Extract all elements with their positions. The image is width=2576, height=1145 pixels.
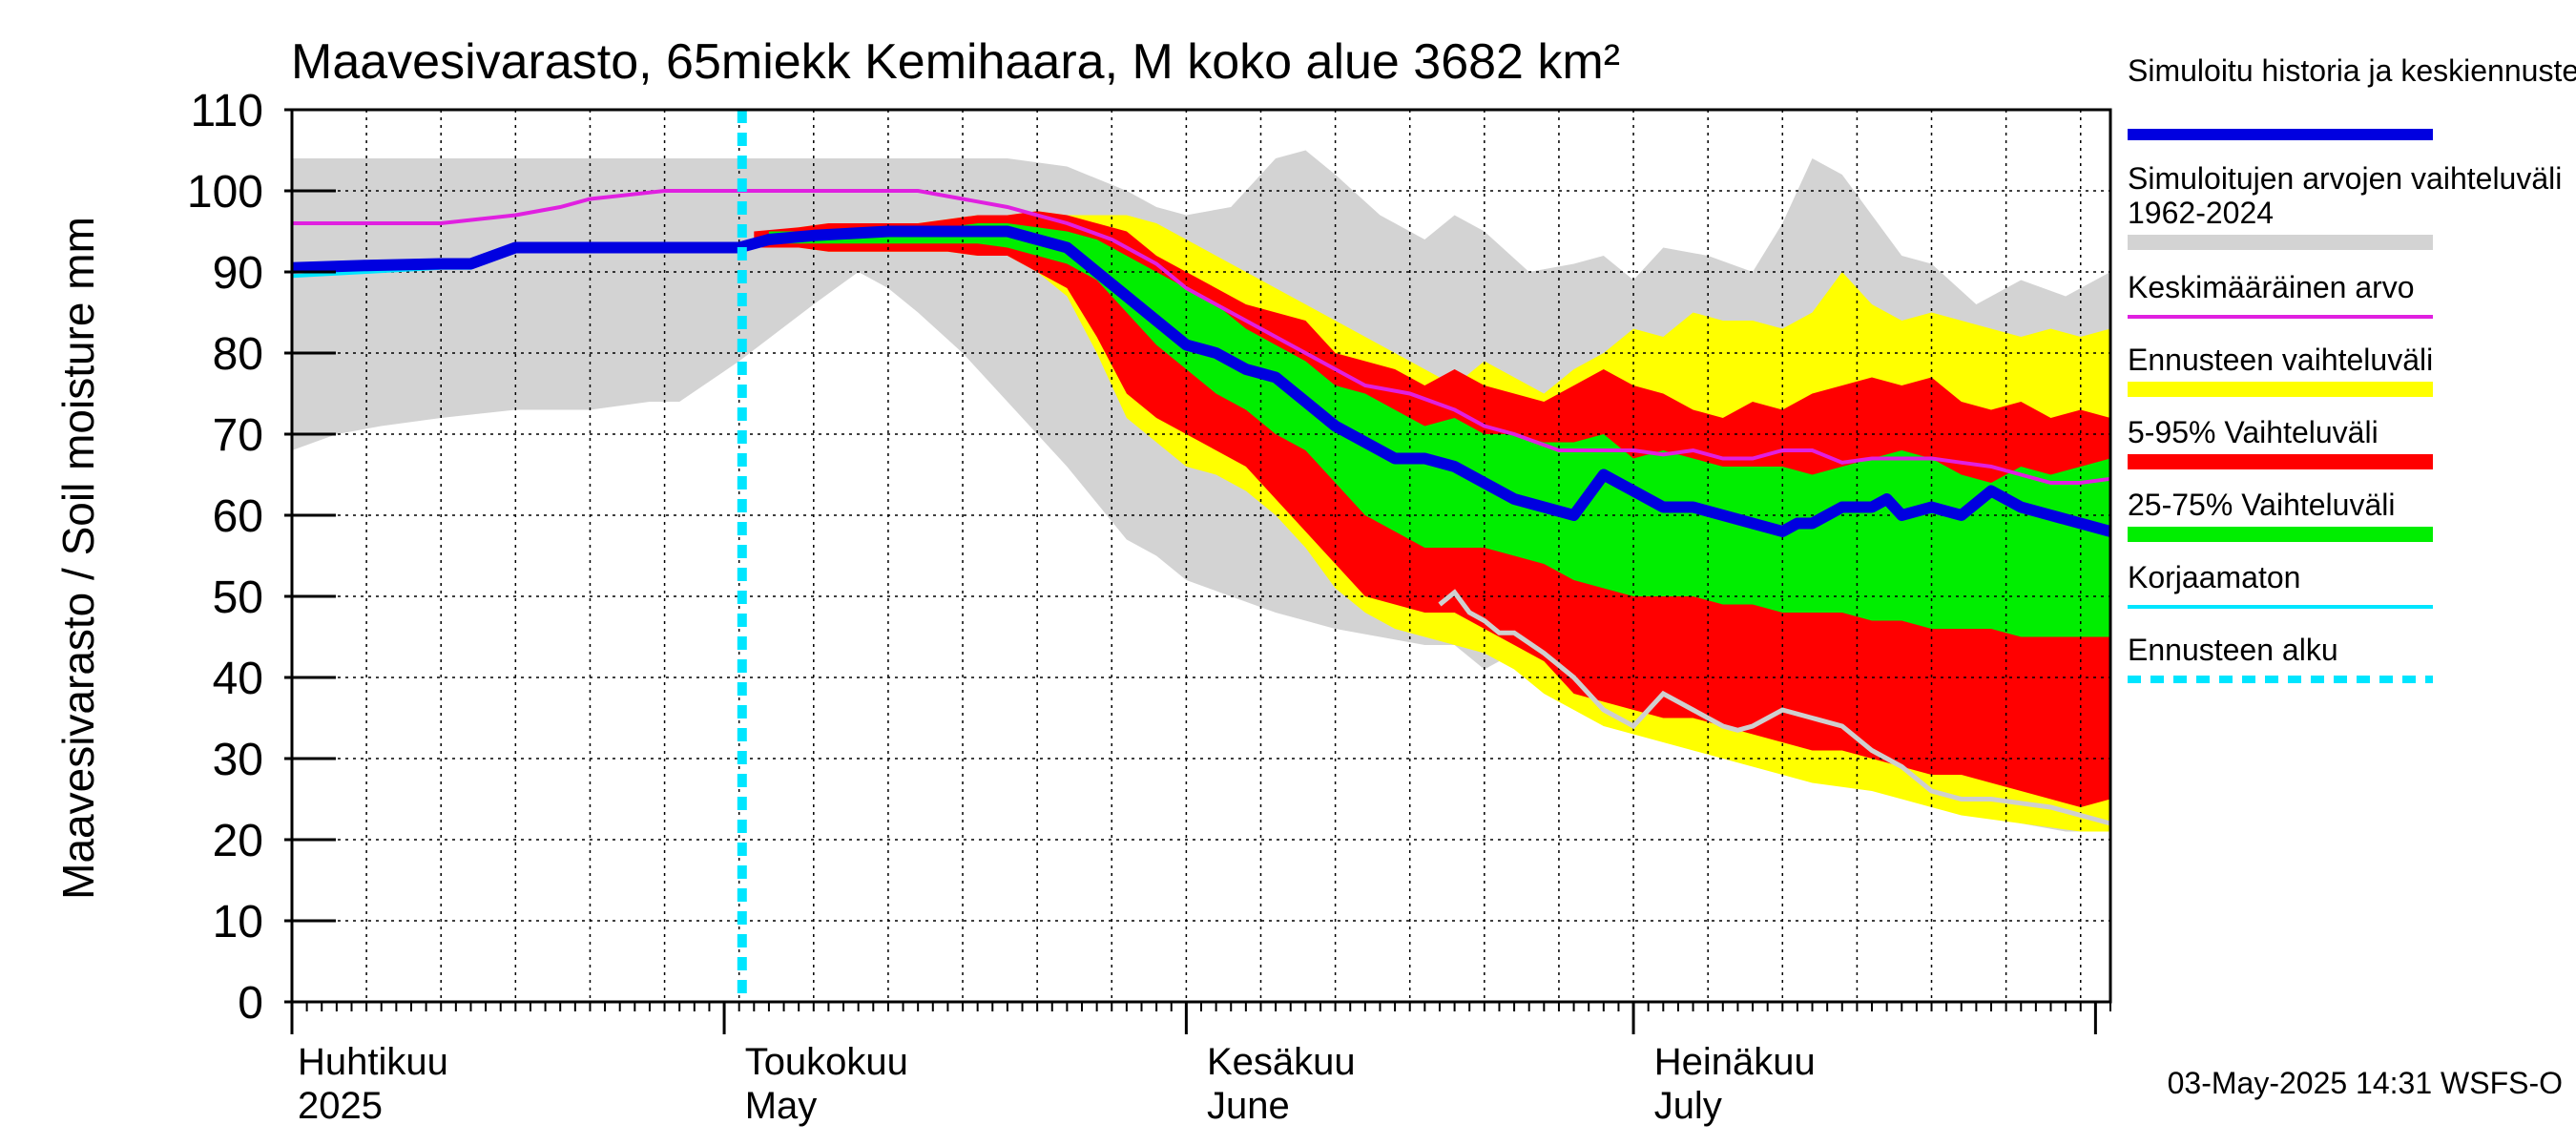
y-tick-label: 100 bbox=[187, 167, 263, 218]
x-month-sublabel: 2025 bbox=[298, 1085, 383, 1127]
y-tick-label: 80 bbox=[213, 329, 263, 380]
y-tick-label: 60 bbox=[213, 491, 263, 542]
legend-label-line: 1962-2024 bbox=[2128, 196, 2274, 230]
y-tick-label: 40 bbox=[213, 654, 263, 704]
legend-item: Korjaamaton bbox=[2128, 560, 2433, 609]
chart-title: Maavesivarasto, 65miekk Kemihaara, M kok… bbox=[291, 34, 1620, 90]
legend-item: Simuloitu historia ja keskiennuste bbox=[2128, 53, 2576, 140]
legend-label-line: Simuloitu historia ja keskiennuste bbox=[2128, 53, 2576, 88]
y-tick-label: 10 bbox=[213, 897, 263, 947]
x-month-sublabel: July bbox=[1654, 1085, 1722, 1127]
legend-label: Korjaamaton bbox=[2128, 560, 2300, 594]
lines-group bbox=[291, 110, 2112, 1002]
legend-label: 5-95% Vaihteluväli bbox=[2128, 415, 2379, 449]
legend-label: Simuloitu historia ja keskiennuste bbox=[2128, 53, 2576, 88]
legend-item: Simuloitujen arvojen vaihteluväli 1962-20… bbox=[2128, 161, 2562, 250]
y-tick-label: 50 bbox=[213, 572, 263, 623]
x-month-sublabel: June bbox=[1207, 1085, 1290, 1127]
y-tick-label: 110 bbox=[190, 86, 263, 136]
legend-item: Ennusteen alku bbox=[2128, 633, 2433, 683]
legend-label: Keskimääräinen arvo bbox=[2128, 270, 2415, 304]
x-month-label: Toukokuu bbox=[745, 1041, 908, 1083]
legend-item: 5-95% Vaihteluväli bbox=[2128, 415, 2433, 469]
median-line bbox=[291, 225, 2112, 537]
x-month-label: Huhtikuu bbox=[298, 1041, 448, 1083]
legend-item: Keskimääräinen arvo bbox=[2128, 270, 2433, 319]
x-month-label: Heinäkuu bbox=[1654, 1041, 1816, 1083]
y-tick-label: 90 bbox=[213, 248, 263, 299]
mean-line bbox=[292, 189, 2111, 485]
legend-label: Simuloitujen arvojen vaihteluväli 1962-20… bbox=[2128, 161, 2562, 230]
y-tick-label: 20 bbox=[213, 816, 263, 866]
legend-label: 25-75% Vaihteluväli bbox=[2128, 488, 2395, 522]
y-axis-label: Maavesivarasto / Soil moisture mm bbox=[53, 217, 103, 900]
legend-label-line: Simuloitujen arvojen vaihteluväli bbox=[2128, 161, 2562, 196]
y-tick-label: 0 bbox=[238, 978, 263, 1029]
x-month-sublabel: May bbox=[745, 1085, 818, 1127]
legend-item: Ennusteen vaihteluväli bbox=[2128, 343, 2433, 397]
y-tick-label: 30 bbox=[213, 735, 263, 785]
footer-timestamp: 03-May-2025 14:31 WSFS-O bbox=[2168, 1066, 2563, 1100]
legend-label: Ennusteen vaihteluväli bbox=[2128, 343, 2433, 377]
gray-member-line bbox=[1438, 589, 2111, 826]
legend-label: Ennusteen alku bbox=[2128, 633, 2338, 667]
x-month-label: Kesäkuu bbox=[1207, 1041, 1356, 1083]
legend: Simuloitu historia ja keskiennuste Simulo… bbox=[2128, 53, 2576, 683]
legend-item: 25-75% Vaihteluväli bbox=[2128, 488, 2433, 542]
y-tick-label: 70 bbox=[213, 410, 263, 461]
